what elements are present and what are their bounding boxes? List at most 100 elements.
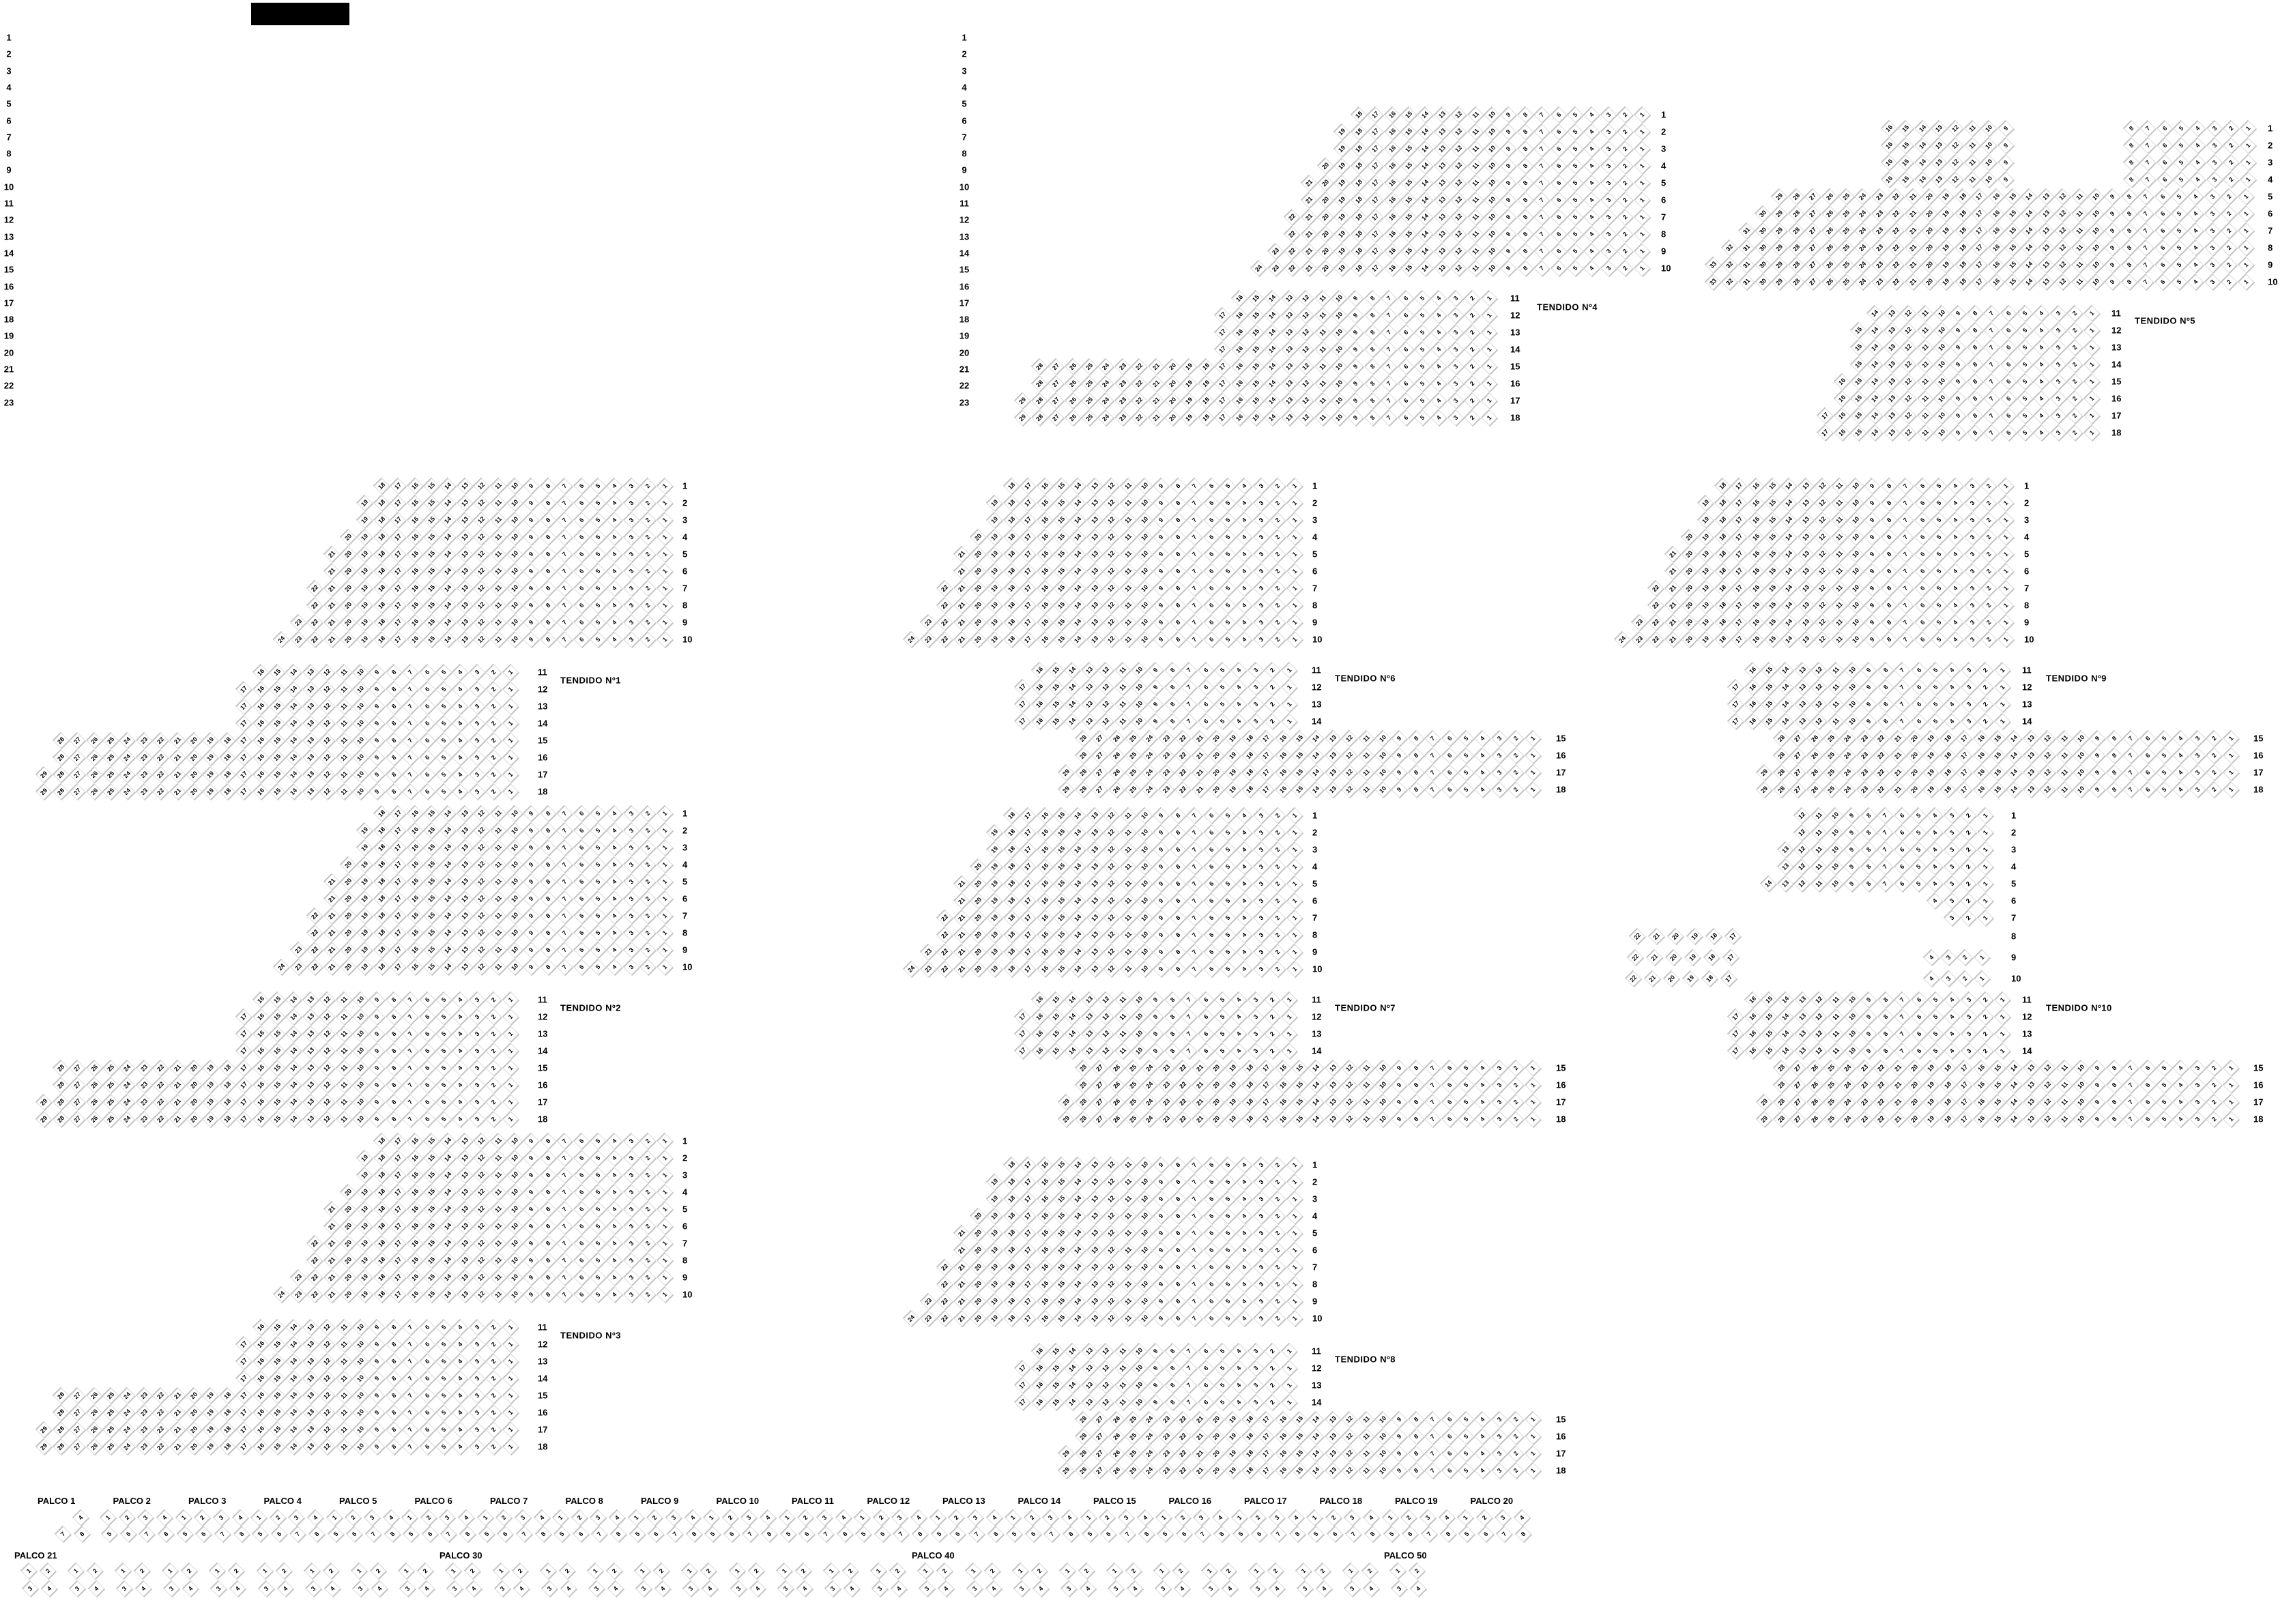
seat-icon[interactable]: 24 — [1839, 781, 1856, 798]
seat-icon[interactable]: 14 — [439, 1251, 457, 1268]
seat-icon[interactable]: 6 — [572, 1525, 589, 1542]
seat-icon[interactable]: 4 — [1923, 970, 1940, 987]
seat-icon[interactable]: 14 — [285, 1318, 302, 1335]
seat-icon[interactable]: 13 — [1433, 191, 1450, 208]
seat-icon[interactable]: 3 — [635, 1580, 652, 1597]
seat-icon[interactable]: 9 — [1860, 661, 1877, 678]
seat-icon[interactable]: 7 — [556, 562, 573, 579]
seat-icon[interactable]: 24 — [903, 1309, 920, 1326]
seat-icon[interactable]: 12 — [1103, 892, 1120, 909]
seat-icon[interactable]: 20 — [970, 892, 987, 909]
seat-icon[interactable]: 21 — [169, 1438, 186, 1455]
seat-icon[interactable]: 23 — [1856, 746, 1873, 764]
seat-icon[interactable]: 4 — [749, 1580, 766, 1597]
seat-icon[interactable]: 2 — [1269, 494, 1286, 511]
seat-icon[interactable]: 23 — [1157, 1427, 1174, 1445]
seat-icon[interactable]: 6 — [1202, 1173, 1220, 1190]
seat-icon[interactable]: 14 — [1780, 630, 1798, 648]
seat-icon[interactable]: 12 — [473, 1251, 490, 1268]
seat-icon[interactable]: 15 — [1850, 338, 1867, 356]
seat-icon[interactable]: 16 — [1230, 306, 1248, 323]
seat-icon[interactable]: 7 — [1983, 356, 2000, 373]
seat-icon[interactable]: 15 — [1400, 174, 1417, 191]
seat-icon[interactable]: 18 — [1954, 205, 1971, 222]
seat-icon[interactable]: 6 — [1397, 289, 1414, 306]
seat-icon[interactable]: 18 — [1350, 208, 1367, 225]
seat-icon[interactable]: 14 — [285, 1025, 302, 1042]
seat-icon[interactable]: 25 — [1823, 746, 1840, 764]
seat-icon[interactable]: 4 — [1236, 545, 1253, 562]
seat-icon[interactable]: 10 — [506, 1217, 523, 1234]
seat-icon[interactable]: 4 — [1236, 841, 1253, 858]
seat-icon[interactable]: 20 — [186, 1110, 203, 1127]
seat-icon[interactable]: 5 — [1414, 375, 1431, 392]
seat-icon[interactable]: 15 — [1764, 511, 1781, 528]
seat-icon[interactable]: 4 — [1236, 1241, 1253, 1258]
seat-icon[interactable]: 11 — [1119, 477, 1136, 494]
seat-icon[interactable]: 15 — [2004, 256, 2021, 273]
seat-icon[interactable]: 12 — [1814, 545, 1831, 562]
seat-icon[interactable]: 15 — [1053, 1156, 1070, 1173]
seat-icon[interactable]: 17 — [1956, 764, 1973, 781]
seat-icon[interactable]: 19 — [356, 1251, 373, 1268]
seat-icon[interactable]: 3 — [824, 1580, 841, 1597]
seat-icon[interactable]: 4 — [606, 494, 623, 511]
seat-icon[interactable]: 14 — [1064, 1342, 1081, 1359]
seat-icon[interactable]: 11 — [2056, 1059, 2073, 1076]
seat-icon[interactable]: 12 — [1103, 1207, 1120, 1224]
seat-icon[interactable]: 9 — [2089, 729, 2106, 746]
seat-icon[interactable]: 23 — [135, 1110, 152, 1127]
seat-icon[interactable]: 20 — [970, 562, 987, 579]
seat-icon[interactable]: 13 — [1086, 494, 1103, 511]
seat-icon[interactable]: 3 — [891, 1509, 908, 1526]
seat-icon[interactable]: 7 — [1424, 1445, 1441, 1462]
seat-icon[interactable]: 11 — [489, 1234, 506, 1251]
seat-icon[interactable]: 2 — [639, 494, 657, 511]
seat-icon[interactable]: 4 — [606, 822, 623, 839]
seat-icon[interactable]: 6 — [1197, 661, 1214, 678]
seat-icon[interactable]: 19 — [356, 528, 373, 545]
seat-icon[interactable]: 2 — [417, 1562, 434, 1579]
seat-icon[interactable]: 15 — [1291, 1076, 1308, 1093]
seat-icon[interactable]: 7 — [402, 991, 419, 1008]
seat-icon[interactable]: 21 — [1664, 545, 1681, 562]
seat-icon[interactable]: 1 — [1524, 764, 1541, 781]
seat-icon[interactable]: 7 — [2122, 1059, 2139, 1076]
seat-icon[interactable]: 20 — [970, 1258, 987, 1275]
seat-icon[interactable]: 4 — [1583, 123, 1600, 140]
seat-icon[interactable]: 18 — [1003, 511, 1020, 528]
seat-icon[interactable]: 4 — [2172, 1059, 2189, 1076]
seat-icon[interactable]: 22 — [936, 596, 953, 613]
seat-icon[interactable]: 12 — [473, 1268, 490, 1286]
seat-icon[interactable]: 4 — [1438, 1509, 1455, 1526]
seat-icon[interactable]: 23 — [1157, 746, 1174, 764]
seat-icon[interactable]: 1 — [656, 1251, 673, 1268]
seat-icon[interactable]: 4 — [1474, 1076, 1491, 1093]
seat-icon[interactable]: 19 — [986, 1258, 1003, 1275]
seat-icon[interactable]: 16 — [1036, 1241, 1053, 1258]
seat-icon[interactable]: 5 — [1931, 562, 1948, 579]
seat-icon[interactable]: 17 — [235, 1404, 253, 1421]
seat-icon[interactable]: 3 — [1297, 1580, 1314, 1597]
seat-icon[interactable]: 11 — [335, 1335, 352, 1352]
seat-icon[interactable]: 5 — [2156, 1110, 2173, 1127]
seat-icon[interactable]: 15 — [1989, 1093, 2006, 1110]
seat-icon[interactable]: 18 — [218, 766, 235, 783]
seat-icon[interactable]: 5 — [435, 1352, 452, 1369]
seat-icon[interactable]: 7 — [556, 579, 573, 596]
seat-icon[interactable]: 13 — [2037, 239, 2054, 256]
seat-icon[interactable]: 4 — [2033, 407, 2050, 424]
seat-icon[interactable]: 21 — [1300, 208, 1317, 225]
seat-icon[interactable]: 22 — [152, 1110, 169, 1127]
seat-icon[interactable]: 11 — [489, 1286, 506, 1303]
seat-icon[interactable]: 17 — [1956, 781, 1973, 798]
seat-icon[interactable]: 19 — [1682, 970, 1699, 987]
seat-icon[interactable]: 7 — [516, 1525, 533, 1542]
seat-icon[interactable]: 13 — [1086, 943, 1103, 960]
seat-icon[interactable]: 19 — [356, 1234, 373, 1251]
seat-icon[interactable]: 11 — [489, 494, 506, 511]
seat-icon[interactable]: 13 — [1080, 1025, 1097, 1042]
seat-icon[interactable]: 13 — [1931, 136, 1948, 154]
seat-icon[interactable]: 2 — [1264, 1393, 1281, 1410]
seat-icon[interactable]: 14 — [439, 1200, 457, 1217]
